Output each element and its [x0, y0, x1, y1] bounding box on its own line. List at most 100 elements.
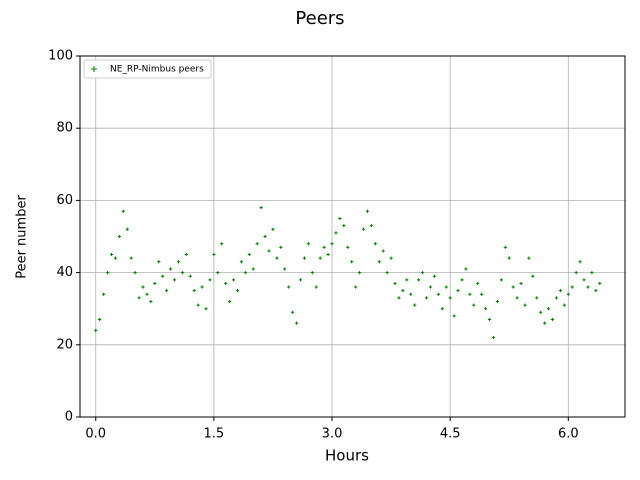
x-tick-label: 4.5 — [440, 427, 461, 442]
data-point — [460, 278, 464, 282]
data-point — [590, 271, 594, 275]
y-tick-label: 100 — [48, 49, 73, 64]
data-point — [235, 289, 240, 293]
data-point — [102, 292, 106, 296]
data-point — [543, 321, 547, 325]
data-point — [121, 209, 125, 213]
data-point — [231, 278, 236, 282]
data-point — [184, 252, 188, 257]
data-point — [515, 296, 519, 300]
data-point — [314, 285, 318, 289]
data-point — [484, 307, 488, 311]
data-point — [330, 242, 334, 246]
data-point — [255, 242, 259, 246]
legend-label: NE_RP-Nimbus peers — [110, 65, 204, 75]
data-point — [149, 299, 153, 304]
data-point — [586, 285, 590, 289]
x-tick-label: 0.0 — [85, 427, 106, 442]
data-point — [306, 242, 310, 246]
data-point — [539, 310, 543, 314]
plot-frame — [79, 55, 626, 418]
data-point — [405, 278, 409, 282]
data-point — [417, 278, 421, 282]
data-point — [172, 278, 177, 282]
data-point — [535, 296, 539, 300]
data-point — [452, 314, 456, 318]
data-point — [491, 335, 496, 340]
data-point — [432, 274, 437, 278]
data-point — [287, 285, 291, 289]
data-point — [161, 274, 165, 278]
data-point — [267, 249, 271, 253]
data-point — [98, 317, 102, 322]
y-tick-label: 80 — [56, 121, 73, 136]
data-point — [381, 249, 385, 253]
data-point — [168, 267, 173, 271]
data-point — [558, 289, 563, 293]
data-point — [334, 231, 338, 235]
data-point — [196, 303, 200, 307]
data-point — [117, 234, 121, 239]
data-point — [105, 271, 110, 275]
data-point — [499, 278, 503, 282]
data-point — [562, 303, 566, 307]
data-point — [550, 317, 555, 322]
data-point — [180, 271, 184, 275]
data-point — [208, 278, 212, 282]
data-point — [165, 289, 169, 293]
data-point — [291, 310, 295, 314]
data-point — [468, 292, 472, 296]
data-point — [259, 206, 263, 210]
data-point — [574, 271, 578, 275]
data-point — [397, 296, 401, 300]
x-tick-label: 6.0 — [558, 427, 579, 442]
data-point — [456, 289, 460, 293]
data-point — [157, 260, 161, 264]
data-point — [302, 256, 307, 260]
data-point — [239, 260, 244, 264]
data-point — [200, 285, 204, 289]
data-point — [251, 267, 255, 271]
data-point — [582, 278, 586, 282]
data-point — [279, 245, 283, 249]
data-point — [503, 245, 507, 249]
data-point — [322, 245, 326, 249]
data-point — [228, 299, 232, 304]
x-axis-label: Hours — [325, 447, 369, 465]
y-axis-label: Peer number — [15, 195, 30, 279]
y-tick-label: 20 — [56, 337, 73, 352]
data-point — [354, 285, 358, 289]
x-tick-label: 1.5 — [204, 427, 225, 442]
data-point — [385, 271, 389, 275]
data-point — [361, 227, 366, 231]
data-point — [346, 245, 350, 249]
data-point — [436, 292, 440, 296]
data-point — [507, 256, 511, 260]
data-point — [243, 271, 247, 275]
data-point — [377, 260, 381, 264]
y-tick-label: 60 — [56, 193, 73, 208]
data-point — [192, 289, 196, 293]
legend: NE_RP-Nimbus peers — [83, 59, 212, 79]
data-point — [594, 289, 598, 293]
data-point — [428, 285, 433, 289]
data-point — [480, 292, 484, 296]
data-point — [554, 296, 559, 300]
data-point — [338, 216, 342, 221]
data-point — [413, 303, 417, 307]
data-point — [519, 281, 523, 286]
data-point — [94, 328, 98, 332]
data-point — [401, 289, 405, 293]
y-tick-label: 0 — [65, 410, 73, 425]
data-point — [531, 274, 535, 278]
data-point — [495, 299, 500, 304]
data-point — [275, 256, 279, 260]
data-point — [389, 256, 393, 260]
data-point — [216, 271, 220, 275]
y-tick-label: 40 — [56, 265, 73, 280]
data-point — [511, 285, 515, 289]
data-point — [133, 271, 137, 275]
data-point — [527, 256, 531, 260]
data-point — [598, 281, 602, 286]
data-point — [224, 281, 228, 286]
